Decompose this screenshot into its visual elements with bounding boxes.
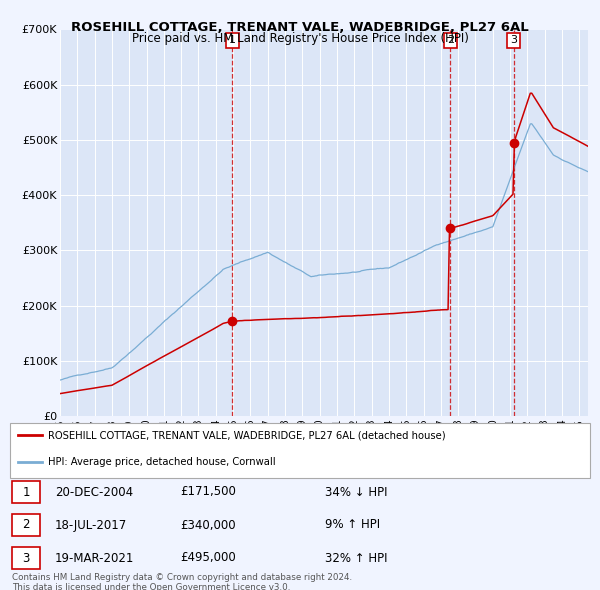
Bar (12, 547, 40, 569)
Text: 32% ↑ HPI: 32% ↑ HPI (325, 552, 388, 565)
Text: £340,000: £340,000 (180, 519, 236, 532)
Text: 1: 1 (229, 35, 236, 45)
Text: 34% ↓ HPI: 34% ↓ HPI (325, 486, 388, 499)
Text: £171,500: £171,500 (180, 486, 236, 499)
Bar (12, 514, 40, 536)
Text: 2: 2 (446, 35, 454, 45)
Text: This data is licensed under the Open Government Licence v3.0.: This data is licensed under the Open Gov… (12, 582, 290, 590)
Text: 9% ↑ HPI: 9% ↑ HPI (325, 519, 380, 532)
Text: 2: 2 (22, 519, 30, 532)
Text: 18-JUL-2017: 18-JUL-2017 (55, 519, 127, 532)
Text: ROSEHILL COTTAGE, TRENANT VALE, WADEBRIDGE, PL27 6AL: ROSEHILL COTTAGE, TRENANT VALE, WADEBRID… (71, 21, 529, 34)
Text: 3: 3 (22, 552, 29, 565)
Text: Contains HM Land Registry data © Crown copyright and database right 2024.: Contains HM Land Registry data © Crown c… (12, 572, 352, 582)
Text: Price paid vs. HM Land Registry's House Price Index (HPI): Price paid vs. HM Land Registry's House … (131, 32, 469, 45)
Text: 1: 1 (22, 486, 30, 499)
Bar (10, 423, 590, 478)
Text: 20-DEC-2004: 20-DEC-2004 (55, 486, 133, 499)
Text: HPI: Average price, detached house, Cornwall: HPI: Average price, detached house, Corn… (48, 457, 275, 467)
Bar (12, 481, 40, 503)
Text: 3: 3 (510, 35, 517, 45)
Text: £495,000: £495,000 (180, 552, 236, 565)
Text: 19-MAR-2021: 19-MAR-2021 (55, 552, 134, 565)
Text: ROSEHILL COTTAGE, TRENANT VALE, WADEBRIDGE, PL27 6AL (detached house): ROSEHILL COTTAGE, TRENANT VALE, WADEBRID… (48, 430, 446, 440)
